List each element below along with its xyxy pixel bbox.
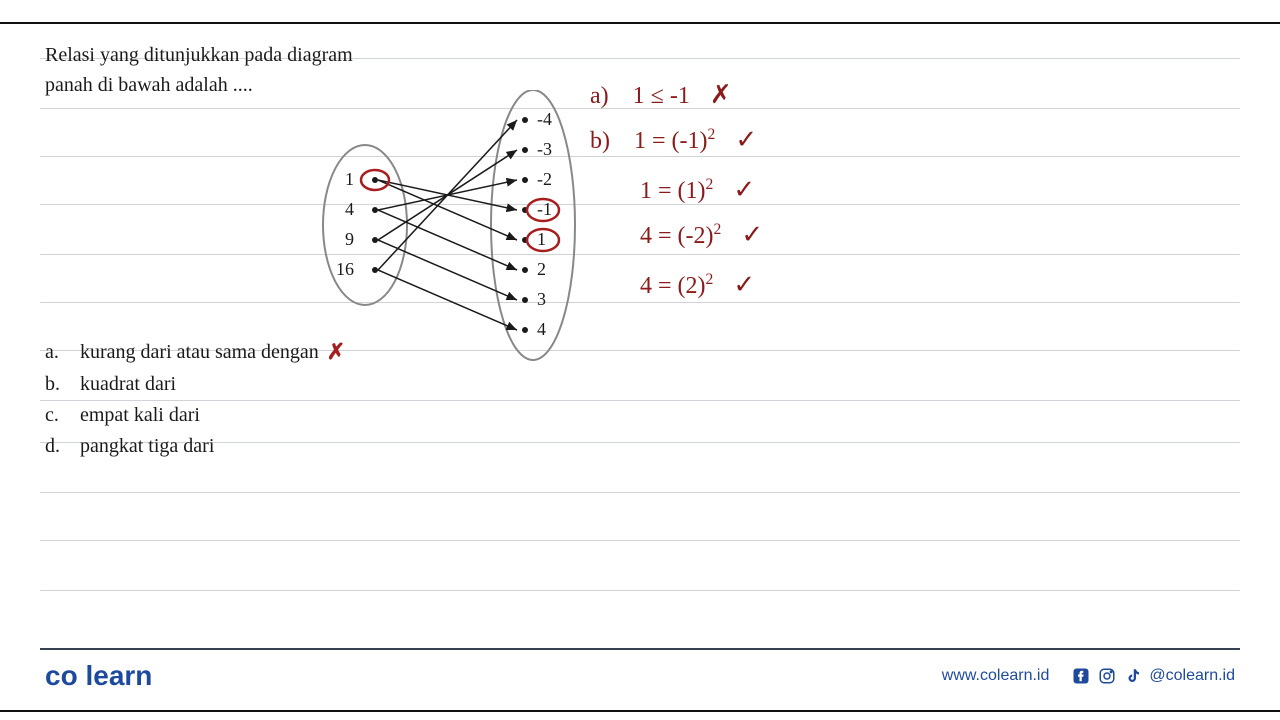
option-c-label: c. bbox=[45, 400, 80, 431]
logo: co learn bbox=[45, 660, 152, 692]
svg-text:16: 16 bbox=[336, 259, 354, 279]
svg-text:3: 3 bbox=[537, 289, 546, 309]
logo-post: learn bbox=[85, 660, 152, 691]
left-column: Relasi yang ditunjukkan pada diagram pan… bbox=[45, 40, 555, 462]
svg-text:1: 1 bbox=[345, 169, 354, 189]
footer: co learn www.colearn.id @colearn.id bbox=[45, 660, 1235, 692]
instagram-icon bbox=[1097, 666, 1117, 686]
footer-right: www.colearn.id @colearn.id bbox=[942, 666, 1235, 686]
svg-text:9: 9 bbox=[345, 229, 354, 249]
svg-text:-3: -3 bbox=[537, 139, 552, 159]
handwritten-line: b)1 = (-1)2 ✓ bbox=[590, 125, 757, 155]
page: Relasi yang ditunjukkan pada diagram pan… bbox=[0, 0, 1280, 720]
svg-text:-4: -4 bbox=[537, 109, 552, 129]
option-a-text: kurang dari atau sama dengan bbox=[80, 337, 319, 368]
option-a-label: a. bbox=[45, 337, 80, 368]
svg-text:2: 2 bbox=[537, 259, 546, 279]
handwritten-line: 4 = (-2)2 ✓ bbox=[640, 220, 763, 250]
arrow-diagram: 1 4 9 16 -4 -3 -2 -1 1 2 3 4 bbox=[300, 90, 590, 380]
social-handle: @colearn.id bbox=[1149, 667, 1235, 685]
right-column: a)1 ≤ -1 ✗ b)1 = (-1)2 ✓ 1 = (1)2 ✓ 4 = (-2… bbox=[555, 40, 1235, 462]
option-d-label: d. bbox=[45, 431, 80, 462]
svg-text:4: 4 bbox=[537, 319, 546, 339]
svg-text:-1: -1 bbox=[537, 199, 552, 219]
option-d: d. pangkat tiga dari bbox=[45, 431, 555, 462]
question-line-1: Relasi yang ditunjukkan pada diagram bbox=[45, 44, 353, 66]
footer-url: www.colearn.id bbox=[942, 667, 1050, 685]
svg-text:1: 1 bbox=[537, 229, 546, 249]
option-b-label: b. bbox=[45, 369, 80, 400]
content-area: Relasi yang ditunjukkan pada diagram pan… bbox=[45, 40, 1235, 462]
logo-pre: co bbox=[45, 660, 78, 691]
svg-text:-2: -2 bbox=[537, 169, 552, 189]
handwritten-line: a)1 ≤ -1 ✗ bbox=[590, 80, 732, 110]
option-c-text: empat kali dari bbox=[80, 400, 200, 431]
svg-text:4: 4 bbox=[345, 199, 354, 219]
handwritten-line: 1 = (1)2 ✓ bbox=[640, 175, 755, 205]
tiktok-icon bbox=[1123, 666, 1143, 686]
handwritten-line: 4 = (2)2 ✓ bbox=[640, 270, 755, 300]
option-d-text: pangkat tiga dari bbox=[80, 431, 214, 462]
option-b-text: kuadrat dari bbox=[80, 369, 176, 400]
footer-divider bbox=[40, 648, 1240, 650]
facebook-icon bbox=[1071, 666, 1091, 686]
question-line-2: panah di bawah adalah .... bbox=[45, 74, 253, 96]
option-c: c. empat kali dari bbox=[45, 400, 555, 431]
social-icons: @colearn.id bbox=[1071, 666, 1235, 686]
